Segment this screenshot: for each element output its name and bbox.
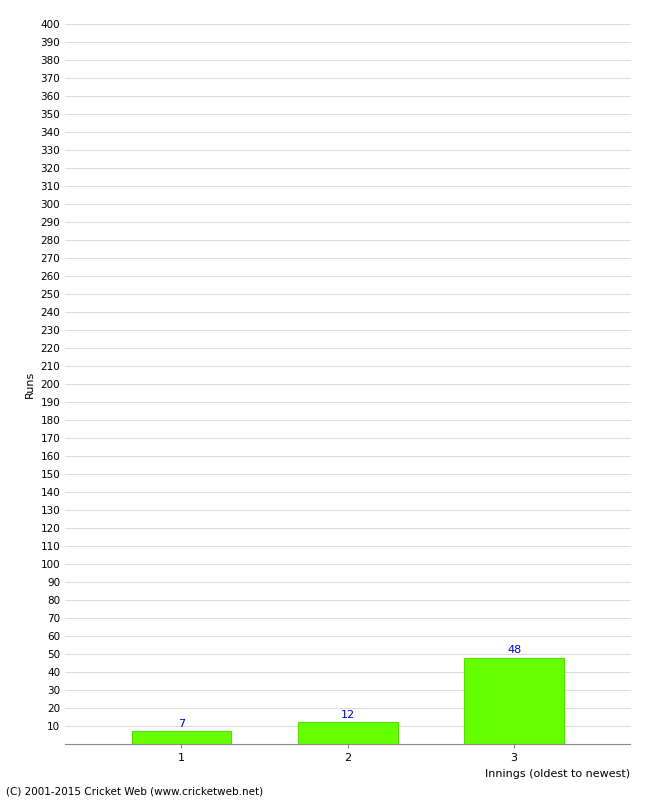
Bar (464, 658, 564, 744)
Text: 7: 7 (178, 718, 185, 729)
X-axis label: Innings (oldest to newest): Innings (oldest to newest) (486, 769, 630, 778)
Y-axis label: Runs: Runs (25, 370, 35, 398)
Bar (298, 722, 398, 744)
Text: (C) 2001-2015 Cricket Web (www.cricketweb.net): (C) 2001-2015 Cricket Web (www.cricketwe… (6, 786, 264, 796)
Text: 12: 12 (341, 710, 355, 720)
Bar (131, 731, 231, 744)
Text: 48: 48 (507, 645, 521, 655)
